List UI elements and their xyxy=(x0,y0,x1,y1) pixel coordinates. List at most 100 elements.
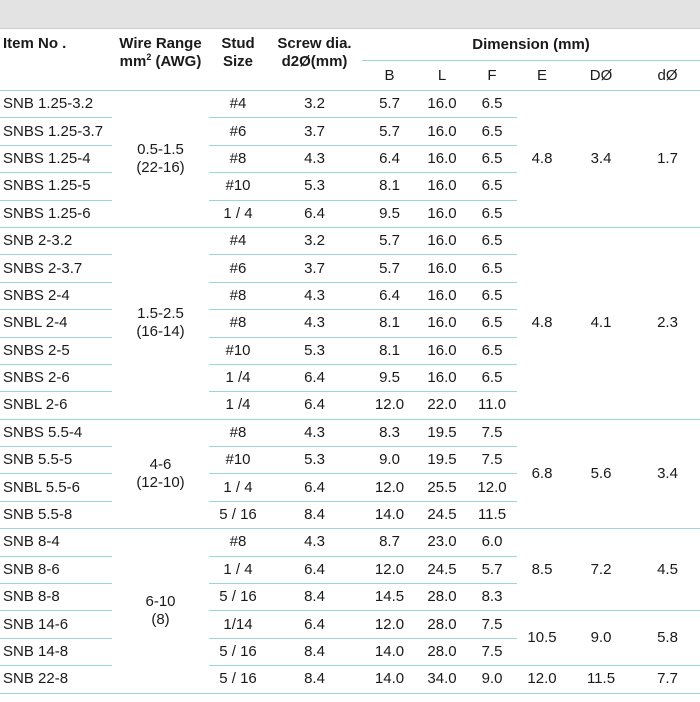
dim-e-cell: 6.8 xyxy=(517,419,567,530)
dim-l-cell: 16.0 xyxy=(417,172,467,201)
item-no-cell: SNB 8-4 xyxy=(0,528,112,557)
wire-range-cell: 1.5-2.5 (16-14) xyxy=(112,227,209,420)
screw-dia-cell: 4.3 xyxy=(267,145,362,174)
stud-size-cell: 5 / 16 xyxy=(209,583,267,612)
stud-size-cell: 1 / 4 xyxy=(209,473,267,502)
dimension-header: Dimension (mm) xyxy=(362,29,700,61)
dim-f-cell: 11.5 xyxy=(467,501,517,530)
table-row: SNB 22-8 5 / 16 8.4 14.0 34.0 9.0 12.0 11.5 7.7 xyxy=(0,665,700,694)
dim-b-cell: 14.0 xyxy=(362,665,417,694)
dim-f-cell: 6.5 xyxy=(467,254,517,283)
table-body: SNB 1.25-3.2 0.5-1.5 (22-16) #4 3.2 5.7 16.0 6.… xyxy=(0,90,700,694)
wire-range-awg: (22-16) xyxy=(136,158,185,176)
screw-dia-cell: 5.3 xyxy=(267,446,362,475)
item-no-cell: SNBS 2-3.7 xyxy=(0,254,112,283)
screw-dia-cell: 6.4 xyxy=(267,200,362,228)
dim-f-cell: 6.0 xyxy=(467,528,517,557)
table-row: SNBL 2-6 1 /4 6.4 12.0 22.0 11.0 xyxy=(0,391,700,420)
dim-l-cell: 16.0 xyxy=(417,145,467,174)
stud-size-cell: #10 xyxy=(209,446,267,475)
terminal-spec-table: Item No . Wire Range mm2 (AWG) Stud Size… xyxy=(0,29,700,694)
wire-range-mm2: 6-10 xyxy=(145,592,176,610)
dim-b-cell: 8.3 xyxy=(362,419,417,448)
dim-f-cell: 6.5 xyxy=(467,117,517,146)
item-no-cell: SNB 14-8 xyxy=(0,638,112,667)
stud-size-cell: 1 / 4 xyxy=(209,200,267,228)
dim-b-cell: 8.7 xyxy=(362,528,417,557)
dim-f-cell: 9.0 xyxy=(467,665,517,694)
table-row: SNBS 2-5 #10 5.3 8.1 16.0 6.5 xyxy=(0,337,700,365)
dim-l-cell: 28.0 xyxy=(417,610,467,639)
dim-f-cell: 6.5 xyxy=(467,145,517,174)
stud-size-cell: 5 / 16 xyxy=(209,501,267,530)
screw-dia-cell: 8.4 xyxy=(267,665,362,694)
dim-e-cell: 12.0 xyxy=(517,665,567,694)
screw-dia-cell: 3.2 xyxy=(267,227,362,256)
dim-f-cell: 12.0 xyxy=(467,473,517,502)
dim-l-cell: 16.0 xyxy=(417,309,467,338)
table-row: SNB 14-8 5 / 16 8.4 14.0 28.0 7.5 xyxy=(0,638,700,667)
table-row: SNBS 2-3.7 #6 3.7 5.7 16.0 6.5 xyxy=(0,254,700,283)
dim-f-cell: 6.5 xyxy=(467,90,517,119)
dim-f-cell: 7.5 xyxy=(467,446,517,475)
wire-range-cell: 6-10 (8) xyxy=(112,528,209,694)
screw-dia-cell: 6.4 xyxy=(267,610,362,639)
wire-range-mm2: 0.5-1.5 xyxy=(137,140,184,158)
top-bar xyxy=(0,0,700,29)
dim-l-cell: 19.5 xyxy=(417,419,467,448)
dim-l-cell: 16.0 xyxy=(417,364,467,393)
dim-b-cell: 6.4 xyxy=(362,145,417,174)
stud-size-cell: 1 / 4 xyxy=(209,556,267,585)
stud-size-cell: 1 /4 xyxy=(209,391,267,420)
dim-b-cell: 9.5 xyxy=(362,200,417,228)
screw-dia-cell: 6.4 xyxy=(267,556,362,585)
dim-d-cell: 3.4 xyxy=(567,90,635,228)
dim-l-cell: 16.0 xyxy=(417,254,467,283)
table-row: SNBS 5.5-4 4-6 (12-10) #8 4.3 8.3 19.5 7.5 6.8 5.… xyxy=(0,419,700,530)
table-row: SNB 2-3.2 1.5-2.5 (16-14) #4 3.2 5.7 16.0 6.5 4.… xyxy=(0,227,700,420)
wire-range-awg: (8) xyxy=(151,610,170,628)
screw-dia-cell: 4.3 xyxy=(267,309,362,338)
screw-dia-cell: 3.7 xyxy=(267,254,362,283)
dim-f-cell: 7.5 xyxy=(467,638,517,667)
dim-e-cell: 8.5 xyxy=(517,528,567,612)
dim-f-cell: 7.5 xyxy=(467,610,517,639)
item-no-cell: SNBS 2-6 xyxy=(0,364,112,393)
dim-f-cell: 6.5 xyxy=(467,364,517,393)
dim-b-cell: 12.0 xyxy=(362,391,417,420)
item-no-cell: SNBS 1.25-6 xyxy=(0,200,112,228)
dim-d-cell: 9.0 xyxy=(567,610,635,667)
dim-b-cell: 5.7 xyxy=(362,90,417,119)
table-row: SNB 5.5-5 #10 5.3 9.0 19.5 7.5 xyxy=(0,446,700,475)
dim-l-cell: 22.0 xyxy=(417,391,467,420)
wire-range-mm2: 1.5-2.5 xyxy=(137,305,184,323)
item-no-cell: SNBS 1.25-5 xyxy=(0,172,112,201)
dim-f-cell: 6.5 xyxy=(467,227,517,256)
dim-small-d-cell: 3.4 xyxy=(635,419,700,530)
stud-size-cell: #4 xyxy=(209,90,267,119)
dim-l-cell: 28.0 xyxy=(417,583,467,612)
dim-b-cell: 8.1 xyxy=(362,172,417,201)
stud-size-cell: #10 xyxy=(209,337,267,365)
item-no-cell: SNB 2-3.2 xyxy=(0,227,112,256)
dim-l-cell: 16.0 xyxy=(417,200,467,228)
dim-d-cell: 5.6 xyxy=(567,419,635,530)
wire-range-unit: mm2 (AWG) xyxy=(119,52,202,71)
dim-l-cell: 19.5 xyxy=(417,446,467,475)
dim-d-cell: 11.5 xyxy=(567,665,635,694)
dim-f-cell: 6.5 xyxy=(467,282,517,311)
dim-b-cell: 8.1 xyxy=(362,337,417,365)
dim-b-cell: 5.7 xyxy=(362,227,417,256)
table-row: SNB 8-8 5 / 16 8.4 14.5 28.0 8.3 xyxy=(0,583,700,612)
dim-b-cell: 9.5 xyxy=(362,364,417,393)
screw-dia-cell: 3.2 xyxy=(267,90,362,119)
dim-f-cell: 6.5 xyxy=(467,337,517,365)
item-no-cell: SNBS 2-5 xyxy=(0,337,112,365)
stud-size-cell: #8 xyxy=(209,419,267,448)
dim-small-d-cell: 7.7 xyxy=(635,665,700,694)
stud-size-cell: #8 xyxy=(209,282,267,311)
item-no-cell: SNBS 1.25-4 xyxy=(0,145,112,174)
screw-dia-cell: 8.4 xyxy=(267,583,362,612)
dim-l-cell: 34.0 xyxy=(417,665,467,694)
wire-range-awg: (12-10) xyxy=(136,473,185,491)
